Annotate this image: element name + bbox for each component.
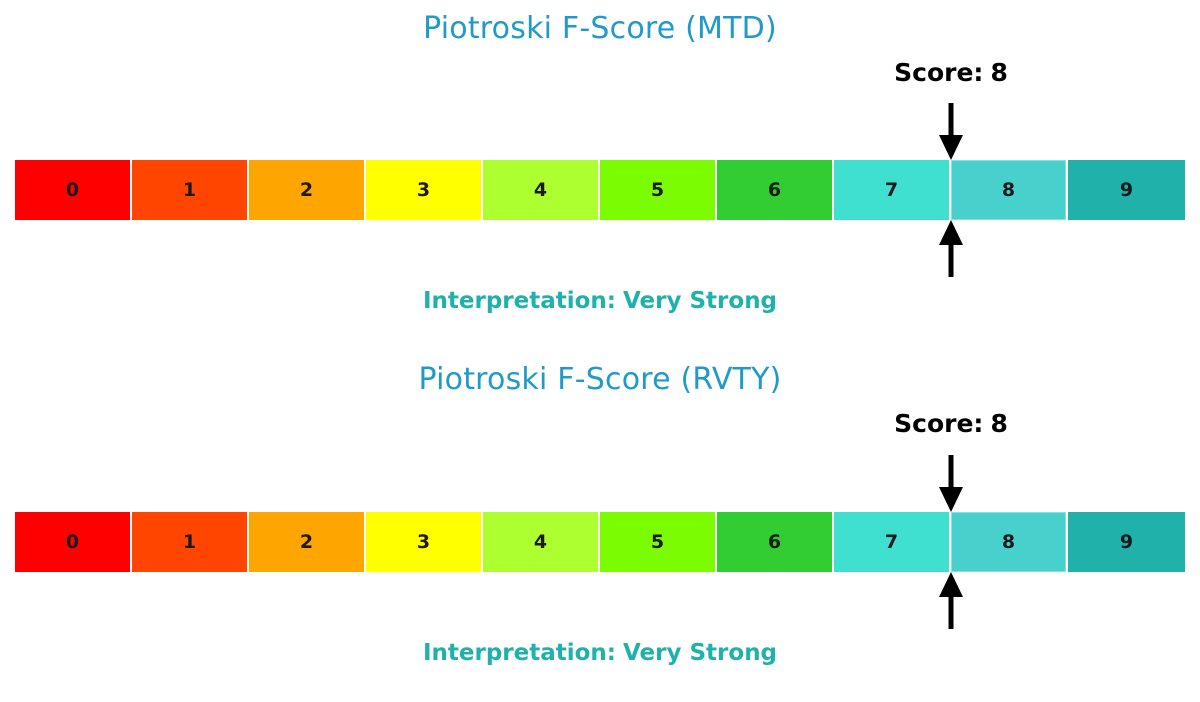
score-scale-bar: 0 1 2 3 4 5 6 7 8 9 bbox=[15, 160, 1185, 220]
scale-segment-label: 4 bbox=[533, 179, 548, 201]
score-scale-bar: 0 1 2 3 4 5 6 7 8 9 bbox=[15, 512, 1185, 572]
scale-segment-0: 0 bbox=[15, 512, 132, 572]
scale-segment-4: 4 bbox=[483, 160, 600, 220]
scale-segment-label: 2 bbox=[299, 531, 314, 553]
scale-segment-6: 6 bbox=[717, 160, 834, 220]
scale-segment-label: 0 bbox=[65, 531, 80, 553]
scale-segment-label: 7 bbox=[884, 531, 899, 553]
chart-title: Piotroski F-Score (RVTY) bbox=[418, 362, 782, 397]
scale-segment-1: 1 bbox=[132, 160, 249, 220]
scale-segment-1: 1 bbox=[132, 512, 249, 572]
score-label-text: Score: bbox=[894, 409, 984, 438]
interpretation: Interpretation: Very Strong bbox=[0, 640, 1200, 666]
scale-segment-label: 3 bbox=[416, 179, 431, 201]
score-label-text: Score: bbox=[894, 58, 984, 87]
scale-segment-5: 5 bbox=[600, 512, 717, 572]
scale-segment-label: 8 bbox=[1001, 531, 1016, 553]
score-pointer-top-icon bbox=[936, 103, 966, 161]
scale-segment-label: 4 bbox=[533, 531, 548, 553]
scale-segment-label: 7 bbox=[884, 179, 899, 201]
scale-segment-8: 8 bbox=[951, 512, 1068, 572]
chart-title: Piotroski F-Score (MTD) bbox=[423, 11, 777, 46]
interpretation-label: Interpretation: bbox=[422, 288, 616, 314]
score-pointer-bottom-icon bbox=[936, 219, 966, 277]
scale-segment-3: 3 bbox=[366, 160, 483, 220]
scale-segment-label: 5 bbox=[650, 179, 665, 201]
scale-segment-label: 8 bbox=[1001, 179, 1016, 201]
score-label: Score: 8 bbox=[851, 409, 1051, 438]
scale-segment-0: 0 bbox=[15, 160, 132, 220]
scale-segment-7: 7 bbox=[834, 512, 951, 572]
score-pointer-bottom-icon bbox=[936, 571, 966, 629]
scale-segment-label: 0 bbox=[65, 179, 80, 201]
scale-segment-label: 5 bbox=[650, 531, 665, 553]
scale-segment-label: 9 bbox=[1119, 531, 1134, 553]
score-value: 8 bbox=[990, 58, 1008, 87]
score-label: Score: 8 bbox=[851, 58, 1051, 87]
scale-segment-9: 9 bbox=[1068, 512, 1185, 572]
scale-segment-2: 2 bbox=[249, 512, 366, 572]
scale-segment-label: 6 bbox=[767, 531, 782, 553]
interpretation-value: Very Strong bbox=[623, 288, 778, 314]
scale-segment-9: 9 bbox=[1068, 160, 1185, 220]
scale-segment-label: 1 bbox=[182, 179, 197, 201]
scale-segment-label: 1 bbox=[182, 531, 197, 553]
scale-segment-6: 6 bbox=[717, 512, 834, 572]
score-pointer-top-icon bbox=[936, 455, 966, 513]
scale-segment-label: 3 bbox=[416, 531, 431, 553]
scale-segment-8: 8 bbox=[951, 160, 1068, 220]
scale-segment-4: 4 bbox=[483, 512, 600, 572]
interpretation: Interpretation: Very Strong bbox=[0, 288, 1200, 314]
scale-segment-3: 3 bbox=[366, 512, 483, 572]
score-value: 8 bbox=[990, 409, 1008, 438]
interpretation-label: Interpretation: bbox=[422, 640, 616, 666]
interpretation-value: Very Strong bbox=[623, 640, 778, 666]
scale-segment-label: 9 bbox=[1119, 179, 1134, 201]
scale-segment-label: 2 bbox=[299, 179, 314, 201]
scale-segment-7: 7 bbox=[834, 160, 951, 220]
scale-segment-label: 6 bbox=[767, 179, 782, 201]
scale-segment-5: 5 bbox=[600, 160, 717, 220]
scale-segment-2: 2 bbox=[249, 160, 366, 220]
